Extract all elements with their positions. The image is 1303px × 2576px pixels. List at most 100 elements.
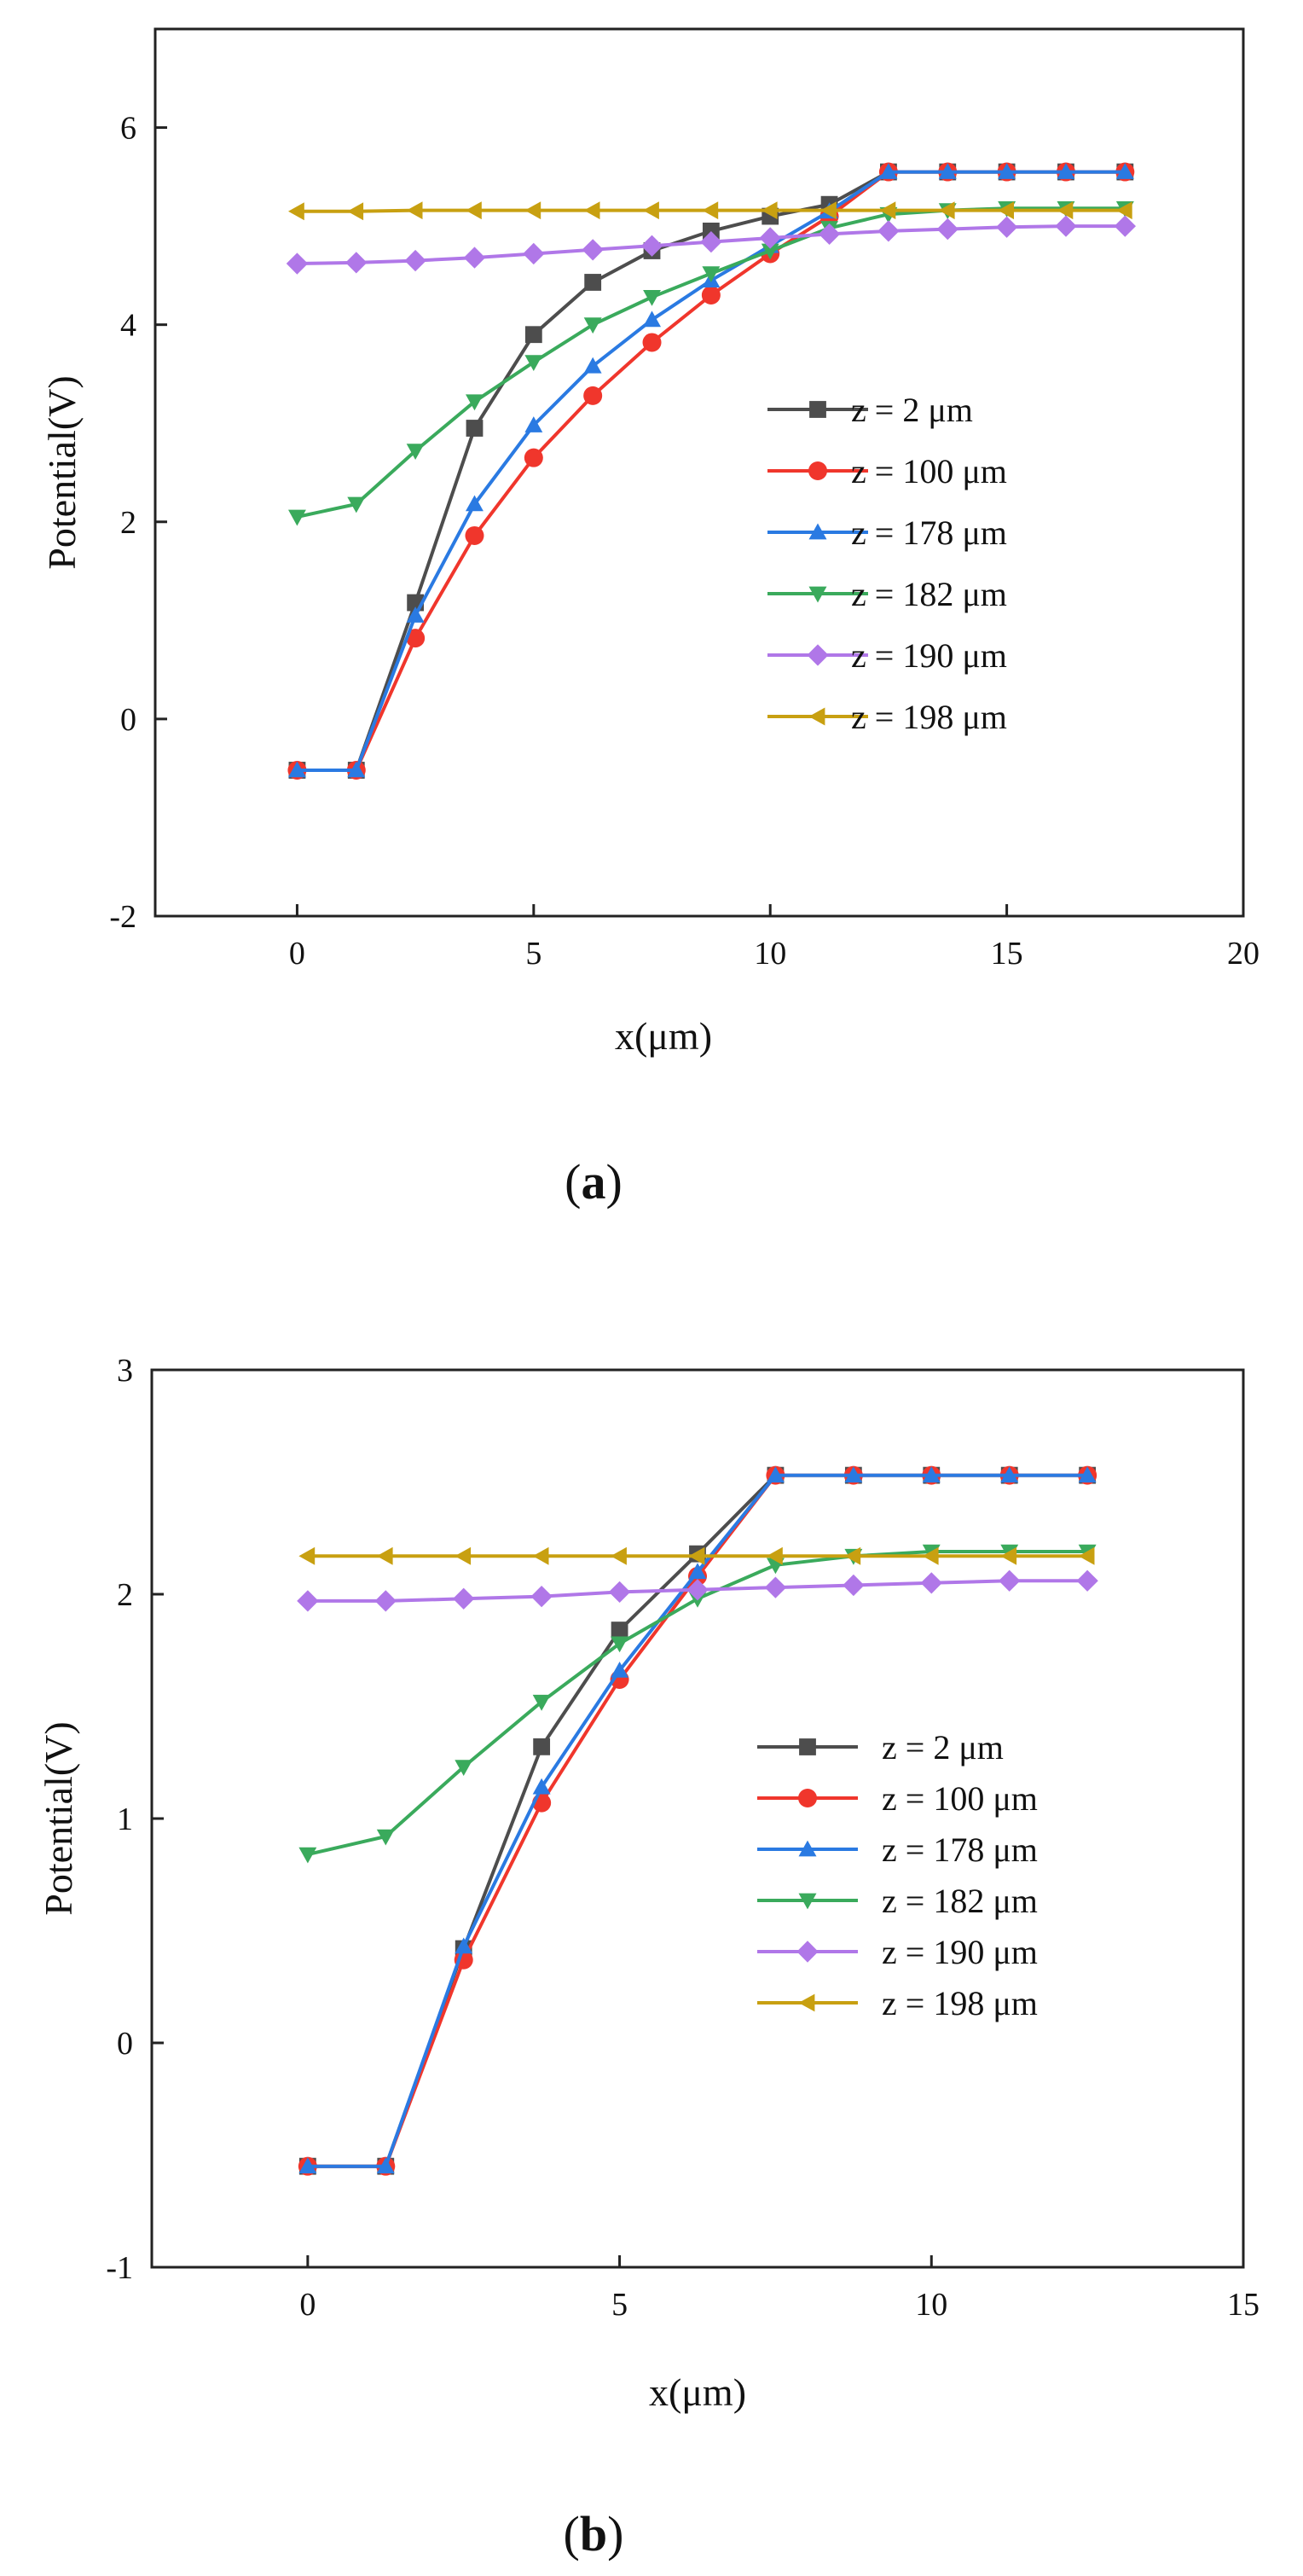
chart-b-axes: 0 5 10 15 -1 0 1 2 3	[106, 1353, 1260, 2323]
chart-a-series-z-190-m-point-9	[818, 223, 841, 245]
chart-a-legend-marker	[808, 461, 827, 480]
chart-a-legend: z = 2 μm z = 100 μm z = 178 μm z = 182 μm z …	[767, 391, 1007, 736]
chart-b-series-z-198-m-point-6	[767, 1546, 783, 1565]
chart-a-legend-label: z = 2 μm	[851, 391, 973, 429]
chart-a-series-z-178-m-point-11	[938, 163, 957, 179]
chart-b-x-tick-label: 10	[915, 2287, 947, 2323]
chart-b-series-z-198-m-point-7	[844, 1546, 861, 1565]
chart-a-series-z-178-m-point-13	[1057, 163, 1075, 179]
chart-b-series-z-190-m	[297, 1569, 1098, 1612]
chart-a-legend-label: z = 182 μm	[851, 575, 1007, 613]
chart-b-legend-item: z = 100 μm	[757, 1779, 1038, 1818]
chart-b-series-z-2-m-point-4	[611, 1622, 628, 1639]
chart-b-series-z-178-m-point-1	[376, 2157, 395, 2173]
chart-a-x-tick-label: 0	[289, 936, 305, 972]
chart-a-series-z-190-m-point-3	[463, 247, 486, 269]
chart-b-series-z-190-m-point-7	[843, 1574, 865, 1597]
chart-a-y-tick-label: 4	[120, 308, 136, 344]
chart-a-series-z-2-m-point-7	[702, 222, 720, 240]
chart-b-legend-label: z = 182 μm	[882, 1882, 1038, 1920]
chart-b-y-axis-title: Potential(V)	[37, 1721, 80, 1915]
chart-b-legend-label: z = 178 μm	[882, 1830, 1038, 1869]
chart-b-legend-label: z = 2 μm	[882, 1728, 1004, 1767]
chart-a-series-z-100-m-point-5	[583, 386, 603, 405]
chart-b-series-z-198-m-point-2	[455, 1546, 472, 1565]
chart-a-series-z-190-m-point-8	[759, 227, 781, 249]
chart-a-series-z-198-m-point-10	[879, 201, 896, 220]
chart-a-series-z-182-m-point-5	[583, 317, 602, 334]
chart-a-series-z-198-m-point-5	[583, 201, 600, 220]
chart-b-series-z-2-m-point-3	[533, 1738, 551, 1755]
chart-b-series-z-178-m-point-3	[532, 1778, 551, 1795]
chart-b-x-tick-label: 5	[611, 2287, 628, 2323]
chart-b-series-z-198-m-point-0	[298, 1546, 316, 1565]
chart-b-series-z-178-m-point-5	[688, 1563, 707, 1580]
chart-b-series-z-182-m-point-2	[455, 1760, 473, 1776]
chart-a-legend-marker	[809, 401, 826, 418]
chart-b-legend: z = 2 μm z = 100 μm z = 178 μm z = 182 μm z …	[757, 1728, 1038, 2022]
chart-a-series-z-182-m-point-8	[761, 243, 779, 260]
chart-b-legend-marker	[798, 1893, 817, 1910]
chart-b-series-z-178-m	[298, 1466, 1097, 2173]
chart-b-series-z-190-m-point-2	[453, 1587, 475, 1610]
chart-b-series-z-182-m-point-0	[298, 1847, 317, 1864]
chart-b-plot-frame	[150, 1368, 1245, 2269]
chart-a-series-z-190-m-point-6	[640, 235, 663, 257]
chart-a-series-z-178-m-point-2	[406, 606, 425, 623]
chart-b-series-z-178-m-point-10	[1078, 1466, 1097, 1482]
chart-b-series-z-198-m-point-4	[611, 1546, 627, 1565]
chart-a-series-z-178-m-point-3	[466, 495, 484, 512]
chart-a-series-z-190-m-point-13	[1055, 215, 1077, 237]
chart-a-y-tick-label: 0	[120, 702, 136, 738]
chart-a-series-z-178-m-point-4	[524, 416, 543, 432]
chart-a-series-z-178-m-point-12	[998, 163, 1016, 179]
chart-a-y-tick-label: 6	[120, 111, 136, 147]
chart-a-series-z-178-m-point-0	[288, 761, 306, 778]
chart-a-series-z-190-m-point-11	[936, 218, 958, 241]
chart-a-legend-label: z = 100 μm	[851, 452, 1007, 490]
chart-b-series-z-178-m-point-2	[455, 1937, 473, 1954]
chart-a-series-z-190-m-point-5	[582, 239, 604, 261]
chart-a-legend-marker	[808, 586, 827, 603]
chart-a-series-z-190-m-point-0	[286, 252, 309, 275]
chart-b-series-z-190-m-point-1	[374, 1590, 397, 1612]
chart-a-series-z-198-m-point-6	[643, 201, 659, 220]
chart-a-series-z-198-m-point-8	[761, 201, 778, 220]
chart-a-series-z-198-m-point-11	[938, 201, 955, 220]
chart-a-series-z-2-m-point-4	[524, 326, 542, 344]
chart-b-x-tick-label: 0	[299, 2287, 316, 2323]
chart-b-series-z-178-m-point-8	[922, 1466, 941, 1482]
chart-b-legend-marker	[799, 1738, 816, 1755]
chart-b-legend-item: z = 182 μm	[757, 1882, 1038, 1920]
chart-a-series-z-100-m-point-3	[465, 525, 484, 545]
chart-a-series-z-182-m-point-4	[524, 355, 543, 371]
chart-a-x-tick-label: 15	[991, 936, 1023, 972]
chart-a-legend-item: z = 182 μm	[767, 575, 1007, 613]
chart-b-panel-letter: b	[580, 2506, 607, 2561]
chart-b-legend-item: z = 178 μm	[757, 1830, 1038, 1869]
chart-b-series-z-190-m-point-4	[608, 1581, 631, 1603]
chart-b-series-z-198-m-point-1	[376, 1546, 393, 1565]
chart-a-legend-label: z = 178 μm	[851, 513, 1007, 552]
chart-a-series-z-198-m	[288, 201, 1132, 221]
chart-a-series-z-2-m-point-5	[584, 274, 602, 291]
chart-b-series-z-178-m-point-6	[767, 1466, 785, 1482]
chart-a-x-axis-title: x(μm)	[615, 1014, 712, 1058]
chart-a-series-z-190-m-point-2	[404, 249, 426, 272]
chart-panel-b: 0 5 10 15 -1 0 1 2 3 z = 2 μm z = 100 μm z = 178 μ…	[37, 1353, 1260, 2561]
chart-b-series-z-198-m-point-3	[532, 1546, 549, 1565]
chart-a-legend-item: z = 100 μm	[767, 452, 1007, 490]
chart-a-x-tick-label: 5	[525, 936, 541, 972]
chart-a-legend-marker	[808, 523, 827, 540]
chart-a-legend-item: z = 178 μm	[767, 513, 1007, 552]
chart-a-series-z-190-m-point-1	[345, 252, 368, 274]
chart-b-series-z-178-m-point-9	[1000, 1466, 1019, 1482]
chart-a-legend-label: z = 198 μm	[851, 698, 1007, 736]
chart-b-series-z-178-m-point-4	[611, 1662, 628, 1678]
chart-a-legend-label: z = 190 μm	[851, 636, 1007, 675]
chart-panel-a: 0 5 10 15 20 -2 0 2 4 6 z = 2 μm z = 100 μm z = 178…	[40, 27, 1260, 1210]
chart-b-legend-item: z = 2 μm	[757, 1728, 1004, 1767]
chart-a-series-z-198-m-point-2	[406, 201, 423, 220]
chart-a-y-tick-label: -2	[109, 899, 136, 935]
chart-a-series-z-198-m-point-14	[1115, 201, 1132, 220]
